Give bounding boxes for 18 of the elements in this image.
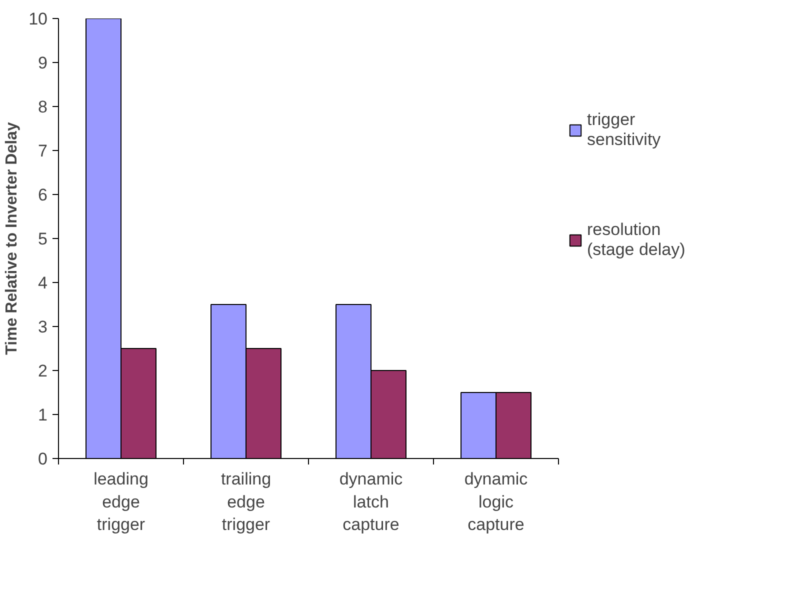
x-tick-label: dynamic latch capture: [339, 470, 404, 534]
legend-label: resolution (stage delay): [587, 220, 686, 260]
y-tick-label: 7: [38, 142, 48, 160]
x-tick-label: dynamic logic capture: [464, 470, 528, 534]
y-tick-label: 9: [38, 54, 48, 72]
x-tick-label: leading edge trigger: [94, 470, 148, 534]
y-tick-label: 5: [38, 230, 48, 248]
y-tick-label: 8: [38, 98, 48, 116]
y-tick-label: 1: [38, 406, 48, 424]
legend-label: trigger sensitivity: [587, 110, 661, 150]
y-tick-label: 0: [38, 450, 48, 468]
y-tick-label: 3: [38, 318, 48, 336]
y-tick-label: 10: [28, 10, 48, 28]
y-axis-title: Time Relative to Inverter Delay: [4, 122, 21, 355]
y-tick-label: 6: [38, 186, 48, 204]
x-tick-label: trailing edge trigger: [220, 470, 272, 534]
y-tick-label: 4: [38, 274, 48, 292]
y-tick-label: 2: [38, 362, 48, 380]
